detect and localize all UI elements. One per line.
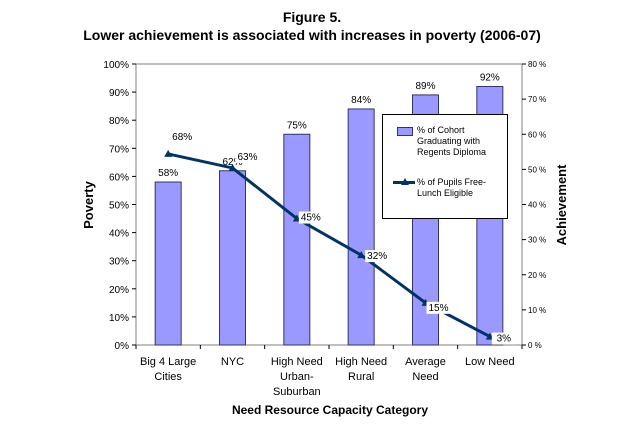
left-tick-label: 80% bbox=[109, 116, 129, 127]
category-label: High Need bbox=[271, 356, 323, 368]
legend-bar-text: % of Cohort Graduating with Regents Dipl… bbox=[417, 125, 507, 158]
right-tick-label: 80 % bbox=[528, 60, 546, 69]
bar bbox=[283, 133, 311, 346]
bar-value-label: 58% bbox=[158, 168, 178, 179]
left-tick-label: 70% bbox=[109, 144, 129, 155]
bar-value-label: 92% bbox=[480, 72, 500, 83]
category-label: Big 4 Large bbox=[140, 356, 196, 368]
line-label-background bbox=[365, 250, 390, 263]
line-label-background bbox=[491, 332, 516, 345]
legend-line-text: % of Pupils Free- Lunch Eligible bbox=[417, 177, 507, 199]
category-label: NYC bbox=[221, 356, 244, 368]
legend-bar-line-3: Regents Diploma bbox=[417, 147, 487, 157]
legend-bar-swatch bbox=[397, 127, 413, 136]
right-tick-label: 40 % bbox=[528, 201, 546, 210]
category-label: Need bbox=[412, 371, 438, 383]
legend-bar-line-1: % of Cohort bbox=[417, 125, 465, 135]
left-tick-label: 40% bbox=[109, 229, 129, 240]
left-tick-label: 100% bbox=[103, 60, 129, 71]
bar bbox=[219, 170, 246, 346]
y-axis-title-right: Achievement bbox=[554, 164, 569, 246]
line-value-label: 32% bbox=[367, 251, 387, 262]
line-label-background bbox=[170, 130, 195, 143]
right-tick-label: 30 % bbox=[528, 236, 546, 245]
legend-line-line-1: % of Pupils Free- bbox=[417, 177, 487, 187]
category-label: Suburban bbox=[273, 386, 321, 398]
left-tick-label: 10% bbox=[109, 313, 129, 324]
category-label: Urban- bbox=[280, 371, 314, 383]
x-axis-title: Need Resource Capacity Category bbox=[232, 403, 428, 417]
right-tick-label: 60 % bbox=[528, 130, 546, 139]
chart-title: Lower achievement is associated with inc… bbox=[83, 27, 541, 43]
category-label: Cities bbox=[154, 371, 182, 383]
bar-value-label: 84% bbox=[351, 95, 371, 106]
category-label: Rural bbox=[348, 371, 374, 383]
line-label-background bbox=[298, 211, 323, 224]
right-tick-label: 70 % bbox=[528, 95, 546, 104]
left-tick-label: 60% bbox=[109, 172, 129, 183]
line-value-label: 63% bbox=[237, 152, 257, 163]
line-label-background bbox=[235, 150, 260, 163]
line-point bbox=[357, 251, 366, 259]
line-value-label: 15% bbox=[428, 303, 448, 314]
right-tick-label: 0 % bbox=[528, 341, 542, 350]
bar-value-label: 75% bbox=[287, 120, 307, 131]
bar-value-label: 62% bbox=[222, 157, 242, 168]
bar bbox=[347, 108, 375, 346]
left-tick-label: 50% bbox=[109, 201, 129, 212]
line-value-label: 68% bbox=[172, 132, 192, 143]
right-tick-label: 10 % bbox=[528, 306, 546, 315]
category-label: High Need bbox=[335, 356, 387, 368]
left-tick-label: 30% bbox=[109, 257, 129, 268]
left-tick-label: 0% bbox=[115, 341, 130, 352]
legend-line-marker bbox=[401, 178, 409, 185]
line-value-label: 45% bbox=[301, 213, 321, 224]
category-label: Low Need bbox=[465, 356, 515, 368]
right-tick-label: 50 % bbox=[528, 165, 546, 174]
line-point bbox=[228, 163, 237, 171]
legend-bar-line-2: Graduating with bbox=[417, 136, 481, 146]
legend-line-line-2: Lunch Eligible bbox=[417, 188, 474, 198]
legend: % of Cohort Graduating with Regents Dipl… bbox=[382, 114, 508, 219]
line-label-background bbox=[426, 301, 451, 314]
bar-value-label: 89% bbox=[415, 81, 435, 92]
left-tick-label: 20% bbox=[109, 285, 129, 296]
figure-number: Figure 5. bbox=[282, 9, 342, 25]
category-label: Average bbox=[405, 356, 446, 368]
left-tick-label: 90% bbox=[109, 88, 129, 99]
y-axis-title-left: Poverty bbox=[81, 180, 96, 228]
line-value-label: 3% bbox=[497, 334, 512, 345]
bar bbox=[154, 181, 182, 346]
right-tick-label: 20 % bbox=[528, 271, 546, 280]
line-point bbox=[164, 149, 173, 157]
